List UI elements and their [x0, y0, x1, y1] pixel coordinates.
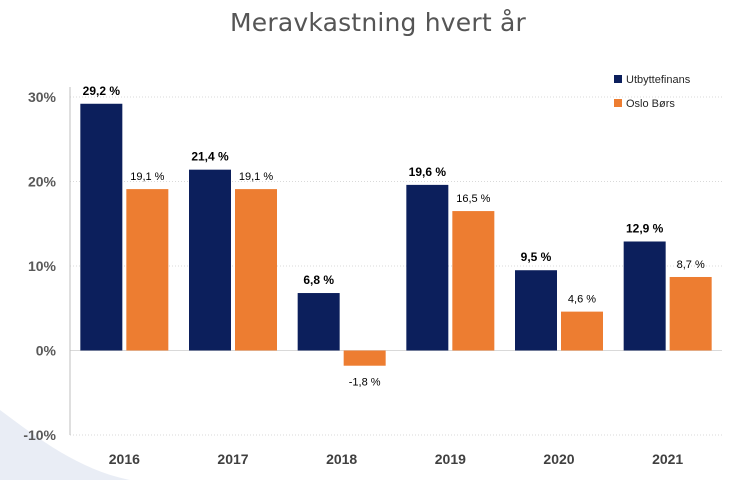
axes: 30% 20% 10% 0% -10% 2016 2017 2018 2019 2020 2021	[23, 87, 683, 467]
bar-oslo-bors	[235, 189, 277, 351]
bar-utbyttefinans	[406, 184, 449, 351]
x-tick-label: 2016	[109, 451, 140, 467]
data-label-utbyttefinans: 12,9 %	[626, 221, 664, 235]
y-tick-label: 0%	[36, 343, 57, 359]
x-tick-label: 2018	[326, 451, 357, 467]
data-label-oslo-bors: 19,1 %	[130, 171, 164, 183]
y-tick-label: 20%	[28, 174, 57, 190]
bar-utbyttefinans	[515, 270, 557, 351]
y-tick-label: 30%	[28, 89, 57, 105]
bar-oslo-bors	[126, 189, 169, 351]
y-tick-label: -10%	[23, 427, 56, 443]
data-label-oslo-bors: 8,7 %	[677, 259, 705, 271]
bar-utbyttefinans	[80, 103, 123, 351]
bar-utbyttefinans	[623, 241, 666, 351]
data-label-oslo-bors: -1,8 %	[349, 377, 381, 389]
bar-oslo-bors	[669, 276, 712, 351]
data-label-utbyttefinans: 9,5 %	[521, 250, 552, 264]
y-tick-label: 10%	[28, 258, 57, 274]
data-label-utbyttefinans: 6,8 %	[303, 273, 334, 287]
data-label-utbyttefinans: 21,4 %	[191, 150, 229, 164]
legend-label: Utbyttefinans	[626, 74, 691, 86]
x-tick-label: 2020	[543, 451, 574, 467]
bar-oslo-bors	[452, 211, 495, 351]
x-tick-label: 2019	[435, 451, 466, 467]
data-label-oslo-bors: 19,1 %	[239, 171, 273, 183]
chart-title: Meravkastning hvert år	[229, 8, 527, 37]
data-labels: 29,2 % 19,1 % 21,4 % 19,1 % 6,8 % -1,8 % 19,6 …	[83, 84, 705, 389]
x-tick-label: 2017	[217, 451, 248, 467]
bar-utbyttefinans	[189, 169, 231, 351]
legend-swatch	[614, 75, 622, 83]
data-label-utbyttefinans: 29,2 %	[83, 84, 121, 98]
legend: Utbyttefinans Oslo Børs	[614, 74, 691, 110]
bar-oslo-bors	[561, 311, 603, 351]
data-label-oslo-bors: 4,6 %	[568, 294, 596, 306]
gridlines	[70, 96, 722, 436]
data-label-utbyttefinans: 19,6 %	[409, 165, 447, 179]
legend-swatch	[614, 99, 622, 107]
background-swoosh-shape	[0, 410, 130, 480]
bars	[80, 103, 712, 366]
legend-label: Oslo Børs	[626, 98, 675, 110]
bar-utbyttefinans	[297, 293, 340, 351]
data-label-oslo-bors: 16,5 %	[456, 193, 490, 205]
x-tick-label: 2021	[652, 451, 683, 467]
bar-oslo-bors	[343, 350, 386, 366]
